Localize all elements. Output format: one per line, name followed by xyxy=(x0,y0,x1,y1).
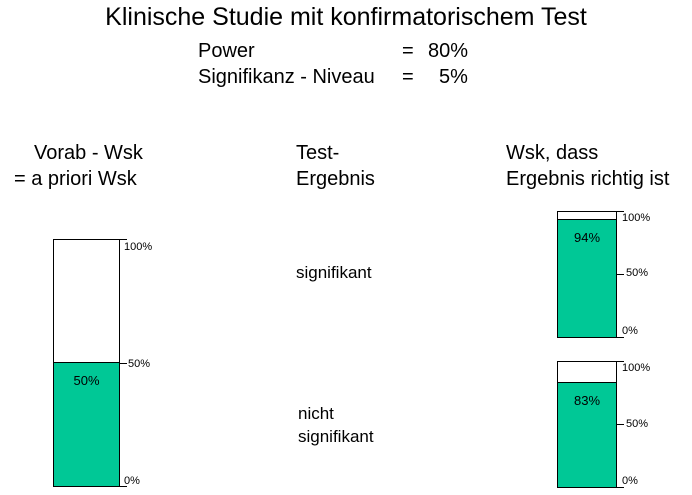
power-equals: = xyxy=(402,40,414,62)
posterior-heading-line1: Wsk, dass xyxy=(506,142,599,164)
posterior-significant-gauge: 94% xyxy=(557,211,617,338)
prior-tick-0-label: 0% xyxy=(124,475,140,487)
test-heading-line1: Test- xyxy=(296,142,340,164)
test-heading-line2: Ergebnis xyxy=(296,168,375,190)
prior-probability-label: 50% xyxy=(73,373,100,388)
prior-tick-50-label: 50% xyxy=(128,358,151,370)
prior-tick-0 xyxy=(120,486,127,487)
posterior-nonsignificant-label: 83% xyxy=(573,393,601,409)
result-significant: signifikant xyxy=(296,263,372,282)
alpha-value: 5% xyxy=(439,66,468,88)
post-sig-tick-0 xyxy=(617,337,624,338)
prior-heading-line1: Vorab - Wsk xyxy=(34,142,143,164)
prior-tick-50 xyxy=(120,363,127,364)
prior-tick-100-label: 100% xyxy=(124,241,153,253)
post-nonsig-tick-100-label: 100% xyxy=(622,362,651,374)
post-sig-tick-100 xyxy=(617,211,624,212)
post-nonsig-tick-50 xyxy=(617,424,624,425)
post-sig-tick-50 xyxy=(617,274,624,275)
post-nonsig-tick-0-label: 0% xyxy=(622,475,638,487)
post-sig-tick-100-label: 100% xyxy=(622,212,651,224)
result-not-significant-line1: nicht xyxy=(298,404,334,423)
result-not-significant-line2: signifikant xyxy=(298,427,374,446)
posterior-nonsignificant-fill xyxy=(558,382,616,487)
post-nonsig-tick-100 xyxy=(617,361,624,362)
alpha-label: Signifikanz - Niveau xyxy=(198,66,375,88)
prior-heading-line2: = a priori Wsk xyxy=(14,168,137,190)
power-value: 80% xyxy=(428,40,469,62)
alpha-equals: = xyxy=(402,66,414,88)
prior-probability-fill xyxy=(54,362,119,486)
post-nonsig-tick-0 xyxy=(617,487,624,488)
prior-tick-100 xyxy=(120,239,127,240)
post-nonsig-tick-50-label: 50% xyxy=(626,418,649,430)
page-title: Klinische Studie mit konfirmatorischem T… xyxy=(105,3,587,31)
posterior-nonsignificant-gauge: 83% xyxy=(557,361,617,488)
posterior-significant-fill xyxy=(558,218,616,337)
posterior-heading-line2: Ergebnis richtig ist xyxy=(506,168,670,190)
post-sig-tick-0-label: 0% xyxy=(622,325,638,337)
posterior-significant-label: 94% xyxy=(573,229,601,245)
power-label: Power xyxy=(198,40,255,62)
post-sig-tick-50-label: 50% xyxy=(626,267,649,279)
prior-probability-gauge: 50% xyxy=(53,239,120,487)
